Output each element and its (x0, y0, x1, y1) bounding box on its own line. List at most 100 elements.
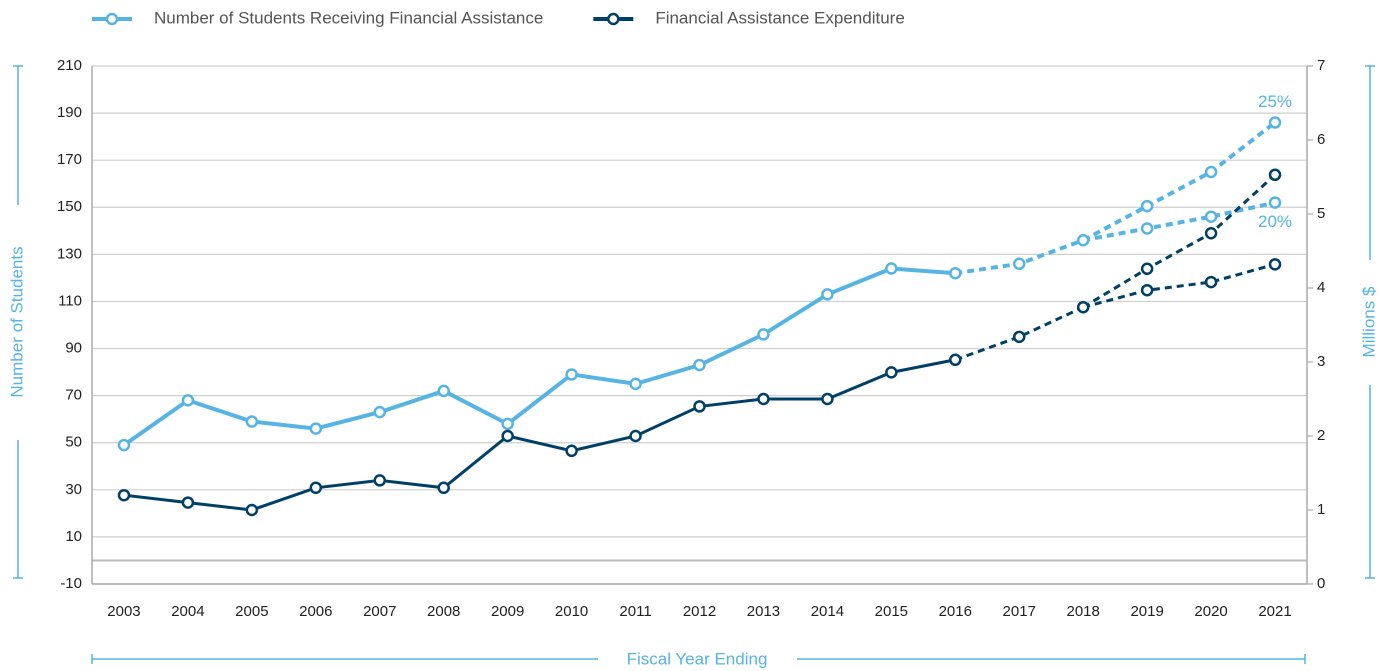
point (693, 400, 706, 413)
point (1204, 210, 1218, 223)
point (1140, 283, 1154, 297)
y-tick-label: 10 (65, 528, 82, 545)
point (565, 368, 578, 381)
axis-brackets (13, 65, 1375, 664)
y2-tick-label: 1 (1317, 501, 1325, 518)
y-axis-title: Number of Students (7, 246, 26, 397)
legend-marker (105, 12, 119, 26)
y2-axis-title: Millions $ (1359, 286, 1378, 357)
point (437, 481, 450, 495)
y-tick-label: 210 (57, 57, 82, 74)
point (949, 266, 962, 280)
y-tick-label: 150 (57, 198, 82, 215)
point (885, 366, 898, 379)
point (1268, 168, 1282, 182)
x-tick-label: 2017 (1003, 603, 1036, 620)
y-tick-label: 70 (65, 387, 82, 404)
point (181, 394, 195, 407)
y2-tick-label: 7 (1317, 57, 1325, 74)
x-axis-title: Fiscal Year Ending (627, 649, 768, 668)
x-tick-label: 2008 (427, 603, 460, 620)
point (1204, 275, 1218, 289)
point (1076, 233, 1090, 247)
point (373, 405, 387, 419)
y-tick-label: 130 (57, 245, 82, 262)
projection-line (1082, 200, 1276, 243)
x-tick-label: 2005 (235, 603, 268, 620)
y2-tick-label: 2 (1317, 427, 1325, 444)
point (501, 429, 514, 443)
projection-line (1082, 120, 1277, 243)
point (693, 358, 706, 372)
x-tick-label: 2012 (683, 603, 716, 620)
x-tick-label: 2010 (555, 603, 588, 620)
projection-label: 20% (1258, 212, 1292, 231)
legend-label: Financial Assistance Expenditure (655, 8, 904, 27)
x-tick-label: 2019 (1130, 603, 1163, 620)
x-tick-label: 2003 (107, 603, 140, 620)
point (629, 429, 642, 443)
point (309, 481, 323, 495)
y2-tick-label: 5 (1317, 205, 1325, 222)
point (1204, 165, 1218, 179)
point (821, 392, 834, 406)
point (1140, 262, 1154, 276)
y-tick-label: -10 (60, 575, 82, 592)
projection-line (1082, 173, 1277, 309)
point (245, 503, 259, 517)
point (565, 444, 578, 458)
x-tick-label: 2020 (1194, 603, 1227, 620)
point (245, 415, 259, 428)
y-tick-label: 110 (58, 292, 82, 309)
series-line-dashed (954, 305, 1084, 362)
series-line (122, 266, 956, 447)
legend-label: Number of Students Receiving Financial A… (154, 8, 543, 27)
point (1012, 257, 1026, 271)
point (949, 353, 962, 367)
series-line (123, 358, 956, 512)
point (373, 474, 387, 487)
point (1268, 116, 1282, 129)
y2-tick-label: 6 (1317, 131, 1325, 148)
point (885, 262, 898, 275)
x-tick-label: 2006 (299, 603, 332, 620)
y-tick-label: 170 (57, 151, 82, 168)
x-tick-label: 2004 (171, 603, 204, 620)
legend-marker (607, 12, 620, 26)
projection-line (1082, 262, 1276, 309)
x-tick-label: 2011 (619, 603, 651, 620)
point (1268, 258, 1282, 271)
point (117, 438, 131, 452)
point (629, 377, 642, 391)
x-tick-label: 2015 (875, 603, 908, 620)
point (501, 417, 514, 431)
point (1076, 300, 1090, 314)
point (181, 496, 195, 509)
point (117, 488, 131, 502)
y-tick-label: 190 (57, 104, 82, 121)
y-tick-label: 30 (65, 481, 82, 498)
y-tick-label: 50 (65, 434, 82, 451)
projection-label: 25% (1258, 92, 1292, 111)
point (757, 328, 770, 341)
y-tick-label: 90 (65, 340, 82, 357)
point (1140, 199, 1154, 213)
x-tick-label: 2007 (363, 603, 396, 620)
point (821, 288, 834, 301)
x-tick-label: 2021 (1258, 603, 1291, 620)
x-tick-label: 2014 (811, 603, 844, 620)
y2-tick-label: 4 (1317, 279, 1325, 296)
y2-tick-label: 0 (1317, 575, 1325, 592)
point (1204, 226, 1218, 240)
point (437, 384, 450, 398)
point (1012, 330, 1026, 344)
point (309, 422, 323, 435)
x-tick-label: 2013 (747, 603, 780, 620)
point (1140, 222, 1154, 235)
x-tick-label: 2009 (491, 603, 524, 620)
point (1268, 196, 1282, 209)
x-tick-label: 2018 (1066, 603, 1099, 620)
x-tick-label: 2016 (939, 603, 972, 620)
point (757, 392, 770, 406)
